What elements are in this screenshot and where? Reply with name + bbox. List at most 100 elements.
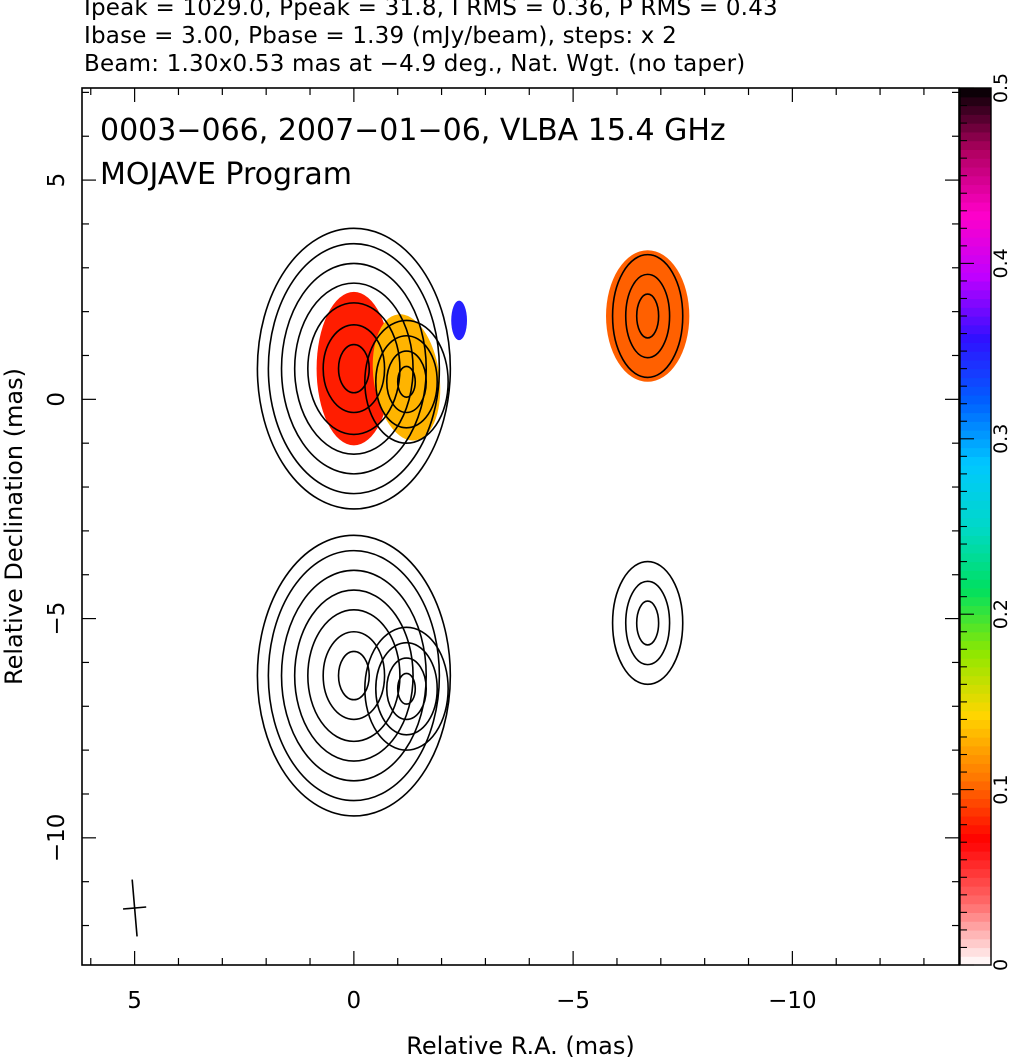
colorbar-segment <box>960 947 991 957</box>
colorbar-segment <box>960 833 991 843</box>
contour-core-4 <box>280 262 428 475</box>
colorbar-segment <box>960 456 991 466</box>
colorbar-segment <box>960 88 991 98</box>
colorbar-segment <box>960 517 991 528</box>
colorbar-segment <box>960 544 991 554</box>
contour-core-3 <box>293 282 414 455</box>
colorbar-segment <box>960 193 991 203</box>
contour-inner-jet-1 <box>385 350 428 414</box>
colorbar-segment <box>960 736 991 747</box>
colorbar-segment <box>960 956 991 966</box>
colorbar-segment <box>960 351 991 361</box>
colorbar-segment <box>960 316 991 326</box>
plot-title: 0003−066, 2007−01−06, VLBA 15.4 GHz <box>100 113 726 148</box>
colorbar-segment <box>960 877 991 887</box>
pol-contour-core-5 <box>267 549 441 802</box>
colorbar-segment <box>960 131 991 142</box>
colorbar-segment <box>960 508 991 519</box>
colorbar-segment <box>960 824 991 835</box>
colorbar-segment <box>960 403 991 414</box>
colorbar-segment <box>960 640 991 650</box>
colorbar-segment <box>960 149 991 159</box>
colorbar-segment <box>960 140 991 150</box>
pol-contour-core-1 <box>322 630 386 721</box>
colorbar-segment <box>960 289 991 300</box>
colorbar-segment <box>960 412 991 422</box>
colorbar-tick-label: 0.5 <box>990 73 1012 103</box>
colorbar-segment <box>960 272 991 282</box>
colorbar-segment <box>960 868 991 878</box>
colorbar-segment <box>960 333 991 343</box>
colorbar-segment <box>960 175 991 186</box>
colorbar-segment <box>960 158 991 168</box>
colorbar-segment <box>960 929 991 940</box>
colorbar-segment <box>960 245 991 256</box>
colorbar-segment <box>960 184 991 194</box>
contour-core-5 <box>267 242 441 495</box>
x-axis-label: Relative R.A. (mas) <box>406 1032 634 1060</box>
plot-subtitle: MOJAVE Program <box>100 157 352 192</box>
colorbar-segment <box>960 719 991 729</box>
contour-outer-jet-1 <box>624 273 671 359</box>
colorbar-segment <box>960 447 991 457</box>
colorbar-segment <box>960 570 991 580</box>
frac-pol-patch-knot <box>451 300 468 341</box>
contour-inner-jet-0 <box>396 365 417 398</box>
colorbar-segment <box>960 587 991 598</box>
colorbar-segment <box>960 675 991 685</box>
contour-inner-jet-2 <box>374 334 438 429</box>
colorbar-segment <box>960 763 991 773</box>
colorbar-segment <box>960 552 991 563</box>
contour-core-2 <box>307 302 401 436</box>
colorbar-segment <box>960 894 991 905</box>
colorbar-segment <box>960 307 991 317</box>
colorbar-segment <box>960 789 991 799</box>
colorbar-segment <box>960 842 991 852</box>
colorbar-segment <box>960 798 991 808</box>
pol-contour-core-0 <box>337 650 371 701</box>
colorbar-segment <box>960 228 991 238</box>
colorbar-segment <box>960 254 991 264</box>
colorbar-segment <box>960 491 991 501</box>
pol-contour-inner-jet-2 <box>374 641 438 736</box>
colorbar-segment <box>960 219 991 229</box>
x-tick-label: −10 <box>768 988 817 1014</box>
colorbar-segment <box>960 263 991 273</box>
colorbar-segment <box>960 202 991 212</box>
contour-core-1 <box>322 323 386 414</box>
pol-contour-outer-jet-2 <box>611 560 684 686</box>
colorbar-segment <box>960 938 991 949</box>
colorbar-segment <box>960 912 991 922</box>
y-tick-label: −5 <box>44 602 70 636</box>
colorbar-segment <box>960 561 991 571</box>
colorbar-segment <box>960 368 991 379</box>
y-tick-label: −10 <box>44 814 70 863</box>
contour-outer-jet-0 <box>635 293 660 339</box>
colorbar-segment <box>960 701 991 712</box>
header-base-line: Ibase = 3.00, Pbase = 1.39 (mJy/beam), s… <box>84 23 677 49</box>
colorbar-tick-label: 0.3 <box>990 424 1012 454</box>
colorbar-segment <box>960 342 991 352</box>
colorbar-segment <box>960 386 991 396</box>
pol-contour-inner-jet-0 <box>396 672 417 705</box>
colorbar-segment <box>960 421 991 431</box>
pol-contour-inner-jet-3 <box>364 626 449 751</box>
colorbar-segment <box>960 473 991 484</box>
contour-core-6 <box>256 227 452 510</box>
y-tick-label: 5 <box>44 173 70 188</box>
colorbar-segment <box>960 807 991 817</box>
colorbar-segment <box>960 921 991 931</box>
colorbar-segment <box>960 105 991 115</box>
x-tick-label: −5 <box>556 988 590 1014</box>
colorbar-segment <box>960 96 991 107</box>
pol-contour-core-3 <box>293 589 414 762</box>
colorbar-segment <box>960 394 991 405</box>
contour-inner-jet-3 <box>364 319 449 444</box>
colorbar-segment <box>960 684 991 694</box>
colorbar-segment <box>960 728 991 738</box>
pol-contour-core-2 <box>307 609 401 743</box>
colorbar-segment <box>960 622 991 633</box>
colorbar-segment <box>960 430 991 440</box>
x-tick-label: 0 <box>347 988 362 1014</box>
colorbar-segment <box>960 359 991 370</box>
